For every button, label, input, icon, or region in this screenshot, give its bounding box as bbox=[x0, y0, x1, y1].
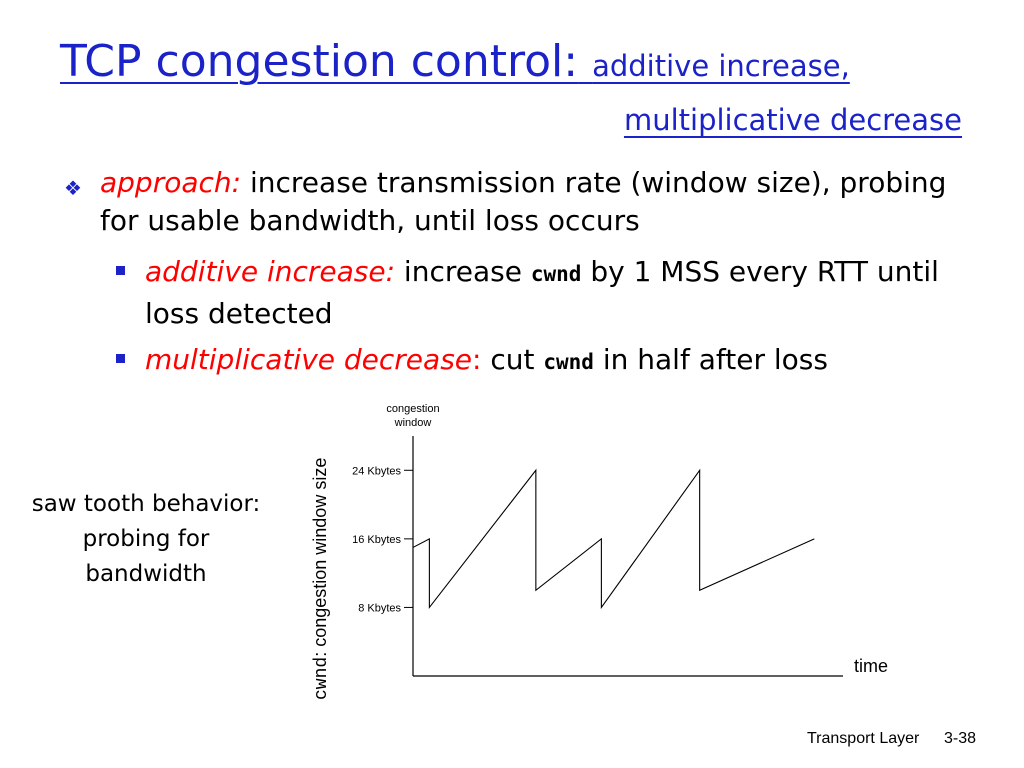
cwnd-sawtooth-line bbox=[412, 468, 815, 610]
series-group bbox=[412, 468, 815, 610]
multiplicative-decrease-label: multiplicative decrease bbox=[145, 343, 473, 376]
additive-increase-label: additive increase: bbox=[145, 255, 396, 288]
y-axis-title-code: cwnd bbox=[312, 657, 332, 700]
square-bullet-icon bbox=[116, 354, 125, 363]
multiplicative-decrease-colon: : bbox=[472, 343, 482, 376]
y-axis-top-label-2: window bbox=[394, 417, 432, 429]
x-axis-label: time bbox=[854, 656, 888, 676]
bullet-approach-text: increase transmission rate (window size)… bbox=[100, 166, 947, 237]
title-main: TCP congestion control: bbox=[60, 36, 579, 87]
y-tick-label: 24 Kbytes bbox=[352, 465, 401, 477]
y-axis-ticks: 24 Kbytes 16 Kbytes 8 Kbytes bbox=[352, 465, 413, 614]
title-subtitle-line1: additive increase, bbox=[592, 49, 850, 83]
y-tick-label: 16 Kbytes bbox=[352, 534, 401, 546]
saw-tooth-note: saw tooth behavior: probing for bandwidt… bbox=[31, 491, 261, 587]
bullet-approach-label: approach: bbox=[100, 166, 242, 199]
title-subtitle-line2: multiplicative decrease bbox=[623, 103, 962, 137]
multiplicative-decrease-after: in half after loss bbox=[593, 343, 828, 376]
y-axis-title: cwnd: congestion window size bbox=[310, 458, 332, 700]
bullet-multiplicative-decrease: multiplicative decrease: cut cwnd in hal… bbox=[145, 340, 975, 382]
bullet-additive-increase: additive increase: increase cwnd by 1 MS… bbox=[145, 252, 975, 334]
footer-section-label: Transport Layer bbox=[807, 730, 920, 747]
y-axis-top-label-1: congestion bbox=[386, 403, 439, 415]
additive-increase-code: cwnd bbox=[530, 262, 582, 286]
additive-increase-after: by 1 MSS every RTT until loss detected bbox=[145, 255, 939, 330]
multiplicative-decrease-before: cut bbox=[481, 343, 544, 376]
y-axis-title-rest: : congestion window size bbox=[310, 458, 330, 657]
multiplicative-decrease-code: cwnd bbox=[543, 350, 594, 374]
diamond-bullet-icon: ❖ bbox=[64, 176, 82, 200]
y-tick-label: 8 Kbytes bbox=[358, 602, 401, 614]
bullet-approach: approach: increase transmission rate (wi… bbox=[100, 164, 980, 240]
footer-page-number: 3-38 bbox=[944, 730, 977, 747]
square-bullet-icon bbox=[116, 266, 125, 275]
slide-title: TCP congestion control: additive increas… bbox=[60, 32, 850, 96]
additive-increase-before: increase bbox=[395, 255, 531, 288]
